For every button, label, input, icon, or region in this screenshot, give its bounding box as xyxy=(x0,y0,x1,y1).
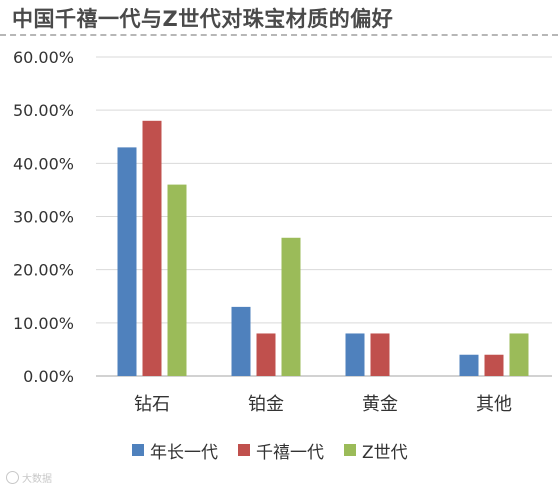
legend-label: 年长一代 xyxy=(150,442,218,463)
bar-3-0 xyxy=(459,354,479,376)
bar-2-1 xyxy=(370,333,390,376)
gridlines xyxy=(96,56,552,377)
legend-item-series-2: Z世代 xyxy=(344,438,408,463)
bar-0-1 xyxy=(142,120,162,376)
watermark-logo-icon xyxy=(6,471,19,484)
legend-label: Z世代 xyxy=(362,442,408,463)
legend-swatch xyxy=(344,444,356,456)
y-tick-label: 0.00% xyxy=(23,367,74,386)
legend-item-series-1: 千禧一代 xyxy=(238,438,324,463)
watermark: 大数据 xyxy=(6,470,52,485)
legend-swatch xyxy=(132,444,144,456)
y-tick-label: 20.00% xyxy=(13,261,74,280)
bar-1-0 xyxy=(231,306,251,376)
bar-1-2 xyxy=(281,237,301,376)
x-tick-label: 其他 xyxy=(476,394,512,415)
y-tick-label: 30.00% xyxy=(13,208,74,227)
legend-item-series-0: 年长一代 xyxy=(132,438,218,463)
y-tick-labels: 0.00% 10.00% 20.00% 30.00% 40.00% 50.00% 60.00… xyxy=(13,48,74,386)
legend-label: 千禧一代 xyxy=(256,442,324,463)
legend: 年长一代 千禧一代 Z世代 xyxy=(132,438,408,463)
y-tick-label: 10.00% xyxy=(13,314,74,333)
x-tick-label: 黄金 xyxy=(362,394,398,415)
legend-swatch xyxy=(238,444,250,456)
chart-title: 中国千禧一代与Z世代对珠宝材质的偏好 xyxy=(12,7,394,31)
bar-2-0 xyxy=(345,333,365,376)
bar-0-0 xyxy=(117,147,137,376)
bar-1-1 xyxy=(256,333,276,376)
x-tick-label: 铂金 xyxy=(248,394,284,415)
watermark-text: 大数据 xyxy=(22,474,52,485)
bar-0-2 xyxy=(167,184,187,376)
bars xyxy=(117,120,529,376)
y-tick-label: 60.00% xyxy=(13,48,74,67)
y-tick-label: 50.00% xyxy=(13,101,74,120)
bar-3-1 xyxy=(484,354,504,376)
title-divider xyxy=(0,34,558,36)
y-tick-label: 40.00% xyxy=(13,154,74,173)
x-tick-labels: 钻石 铂金 黄金 其他 xyxy=(134,394,512,415)
x-tick-label: 钻石 xyxy=(134,394,170,415)
bar-3-2 xyxy=(509,333,529,376)
